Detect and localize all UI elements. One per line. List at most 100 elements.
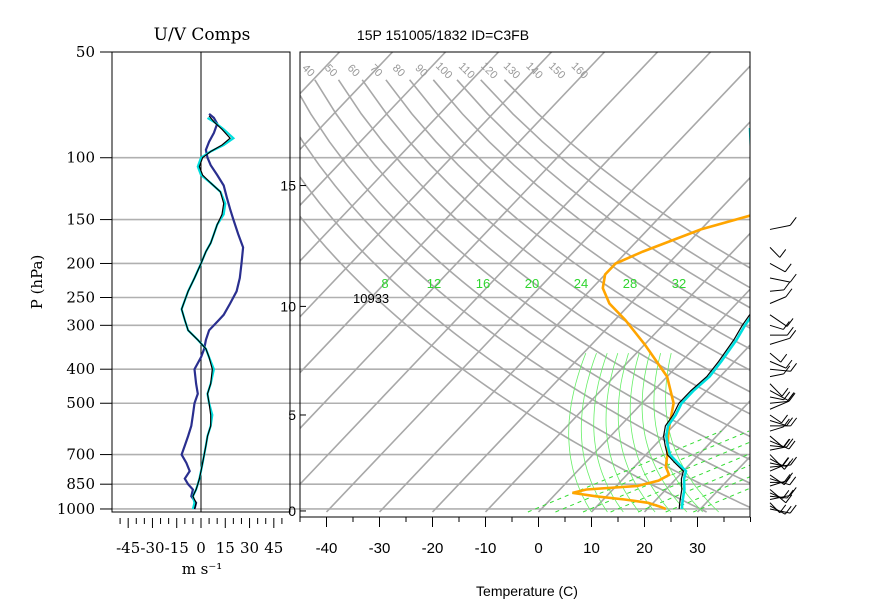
mixing-ratio-label: 24 xyxy=(574,276,588,291)
wind-barb-flag xyxy=(789,504,797,514)
wind-barb xyxy=(769,489,787,504)
wind-barb xyxy=(769,247,781,258)
sounding-profile xyxy=(662,313,750,510)
uv-x-tick-label: 45 xyxy=(264,539,283,557)
pressure-tick-label: 700 xyxy=(66,446,95,464)
skewt-height-ticks: 0 5 10 15 xyxy=(280,178,306,519)
pressure-tick-label: 100 xyxy=(66,149,95,167)
moist-adiabat xyxy=(580,352,608,513)
theta-label: 80 xyxy=(390,62,407,79)
moist-adiabat xyxy=(617,352,656,513)
sounding-profile xyxy=(664,315,750,510)
uv-x-tick-label: 15 xyxy=(216,539,235,557)
temperature-tick-label: 30 xyxy=(689,540,706,557)
pressure-tick-label: 150 xyxy=(66,211,95,229)
wind-barb xyxy=(769,263,786,273)
wind-barb-flag xyxy=(779,504,787,514)
wind-barb xyxy=(769,445,784,448)
wind-barb xyxy=(769,360,787,369)
wind-barb xyxy=(769,373,784,378)
isotherm-line xyxy=(300,52,606,374)
moist-adiabat xyxy=(629,352,672,513)
wind-barb-flag xyxy=(787,392,795,401)
wind-barbs xyxy=(769,217,798,515)
wind-barb xyxy=(769,480,787,487)
wind-barb-flag xyxy=(790,456,797,466)
wind-barb-flag xyxy=(789,330,797,339)
height-tick-label: 15 xyxy=(280,178,296,194)
parcel-path-upper xyxy=(748,128,750,158)
wind-barb-flag xyxy=(786,472,793,482)
wind-barb-flag xyxy=(786,326,794,336)
wind-barb xyxy=(769,224,791,230)
theta-label: 90 xyxy=(413,62,430,79)
mixing-ratio-line xyxy=(637,464,750,513)
wind-barb-flag xyxy=(789,476,797,486)
height-tick-label: 10 xyxy=(280,298,296,314)
pressure-tick-label: 500 xyxy=(66,394,95,412)
isotherm-line xyxy=(300,52,341,95)
skewt-panel-frame xyxy=(299,51,751,518)
wind-barb-flag xyxy=(783,365,791,375)
wind-barb xyxy=(769,440,790,450)
dry-adiabat xyxy=(456,79,750,309)
wind-barb-flag xyxy=(780,353,788,363)
uv-x-tick-label: -15 xyxy=(165,539,189,557)
theta-label: 50 xyxy=(322,62,339,79)
pressure-tick-label: 200 xyxy=(66,254,95,272)
wind-barb-flag xyxy=(790,417,798,427)
isotherm-line xyxy=(325,65,750,513)
pressure-tick-label: 300 xyxy=(66,316,95,334)
uv-series-line xyxy=(180,113,245,510)
wind-barb xyxy=(769,324,784,330)
uv-x-tick-label: 0 xyxy=(196,539,206,557)
theta-label: 120 xyxy=(478,60,499,81)
mixing-ratio-label: 8 xyxy=(381,276,388,291)
isotherm-line xyxy=(696,455,750,513)
isotherm-line xyxy=(857,52,887,512)
wind-barb-flag xyxy=(785,494,793,504)
pressure-tick-label: 250 xyxy=(66,289,95,307)
pressure-tick-label: 850 xyxy=(66,475,95,493)
mixing-ratio-line xyxy=(555,430,750,513)
dry-adiabat xyxy=(300,135,750,485)
skewt-temperature-ticks: -40 -30 -20 -10 0 10 20 30 xyxy=(299,517,751,557)
mixing-ratio-label: 20 xyxy=(525,276,539,291)
wind-barb-flag xyxy=(782,457,790,466)
temperature-tick-label: 10 xyxy=(583,540,600,557)
skewt-title: 15P 151005/1832 ID=C3FB xyxy=(357,27,529,43)
wind-barb-flag xyxy=(781,414,788,424)
theta-label: 130 xyxy=(501,60,522,81)
uv-panel-frame xyxy=(111,51,291,513)
moist-adiabat xyxy=(653,353,704,513)
uv-panel-title: U/V Comps xyxy=(154,25,251,45)
wind-barb-flag xyxy=(786,318,794,327)
wind-barb xyxy=(769,383,783,397)
wind-barb xyxy=(769,296,787,304)
wind-barb-flag xyxy=(783,476,791,486)
mixing-ratio-label: 32 xyxy=(672,276,686,291)
wind-barb xyxy=(769,502,781,514)
uv-series-line xyxy=(180,115,231,510)
uv-series xyxy=(180,113,245,510)
wind-barb-flag xyxy=(784,505,792,515)
wind-barb-flag xyxy=(790,362,797,372)
wind-barb xyxy=(769,368,791,372)
temperature-tick-label: -10 xyxy=(475,540,497,557)
isotherm-line xyxy=(749,511,750,512)
uv-y-axis-label: P (hPa) xyxy=(28,255,46,310)
wind-barb-flag xyxy=(788,440,796,450)
wind-barb xyxy=(769,492,784,499)
wind-barb-flag xyxy=(786,417,793,426)
moist-adiabat xyxy=(641,352,688,513)
mixing-ratio-line xyxy=(610,453,750,513)
isotherm-line xyxy=(300,52,553,318)
wind-barb xyxy=(769,390,789,401)
wind-barb xyxy=(769,314,788,327)
wind-barb-flag xyxy=(789,217,797,226)
pressure-tick-label: 50 xyxy=(76,43,95,61)
isotherm-line xyxy=(537,288,750,513)
theta-label: 150 xyxy=(546,60,567,81)
wind-barb-flag xyxy=(779,249,787,258)
